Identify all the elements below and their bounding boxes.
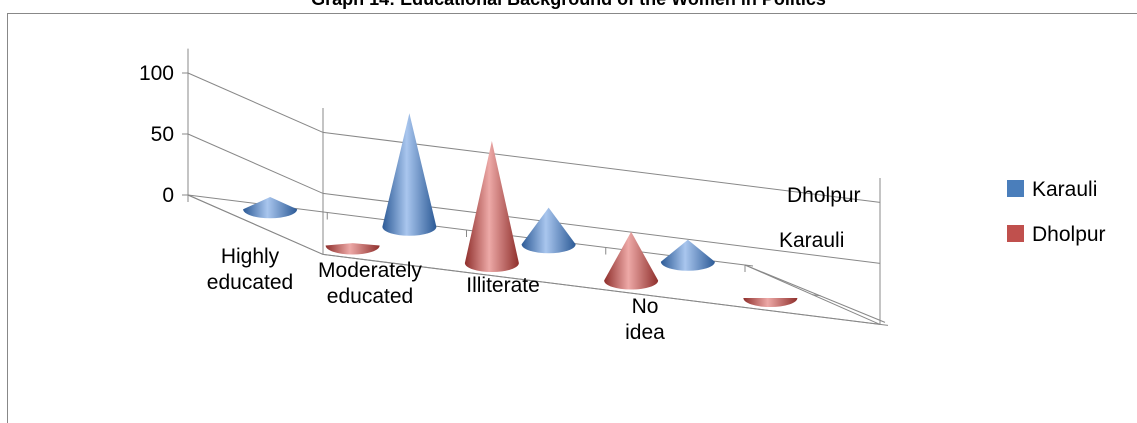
x-category-label: educated — [327, 285, 413, 308]
chart-legend: Karauli Dholpur — [1007, 178, 1106, 246]
cone-karauli-1 — [382, 113, 437, 236]
y-tick-label: 0 — [162, 184, 174, 207]
cone-karauli-3 — [660, 239, 715, 271]
depth-axis-line — [744, 264, 886, 323]
y-tick-label: 50 — [151, 123, 174, 146]
x-category-label: idea — [625, 321, 665, 344]
depth-tick-mark — [744, 264, 754, 267]
legend-label: Karauli — [1032, 178, 1097, 201]
depth-tick-mark — [812, 294, 821, 297]
x-category-label: Illiterate — [466, 274, 540, 297]
depth-label: Karauli — [779, 229, 844, 252]
gridline — [187, 72, 881, 203]
chart-frame — [7, 13, 1137, 423]
depth-label: Dholpur — [787, 184, 861, 207]
chart-labels: 0 50 100 Highly educated Moderately educated Il… — [139, 62, 861, 344]
gridline — [187, 194, 881, 325]
chart-cones — [243, 113, 798, 308]
gridline — [187, 133, 881, 264]
chart-title: Graph 14: Educational Background of the … — [0, 0, 1137, 10]
x-category-label: educated — [207, 271, 293, 294]
legend-swatch — [1007, 225, 1024, 242]
x-category-label: Highly — [221, 245, 280, 268]
depth-tick-mark — [879, 323, 889, 326]
cone-dholpur-1 — [464, 141, 519, 273]
legend-swatch — [1007, 180, 1024, 197]
legend-label: Dholpur — [1032, 223, 1106, 246]
cone-dholpur-2 — [604, 231, 659, 290]
cone-karauli-0 — [243, 197, 298, 219]
y-tick-label: 100 — [139, 62, 174, 85]
x-category-label: No — [632, 295, 659, 318]
cone-dholpur-3 — [743, 298, 798, 308]
x-category-label: Moderately — [318, 259, 422, 282]
cone-dholpur-0 — [325, 243, 380, 255]
cone-karauli-2 — [521, 207, 576, 254]
